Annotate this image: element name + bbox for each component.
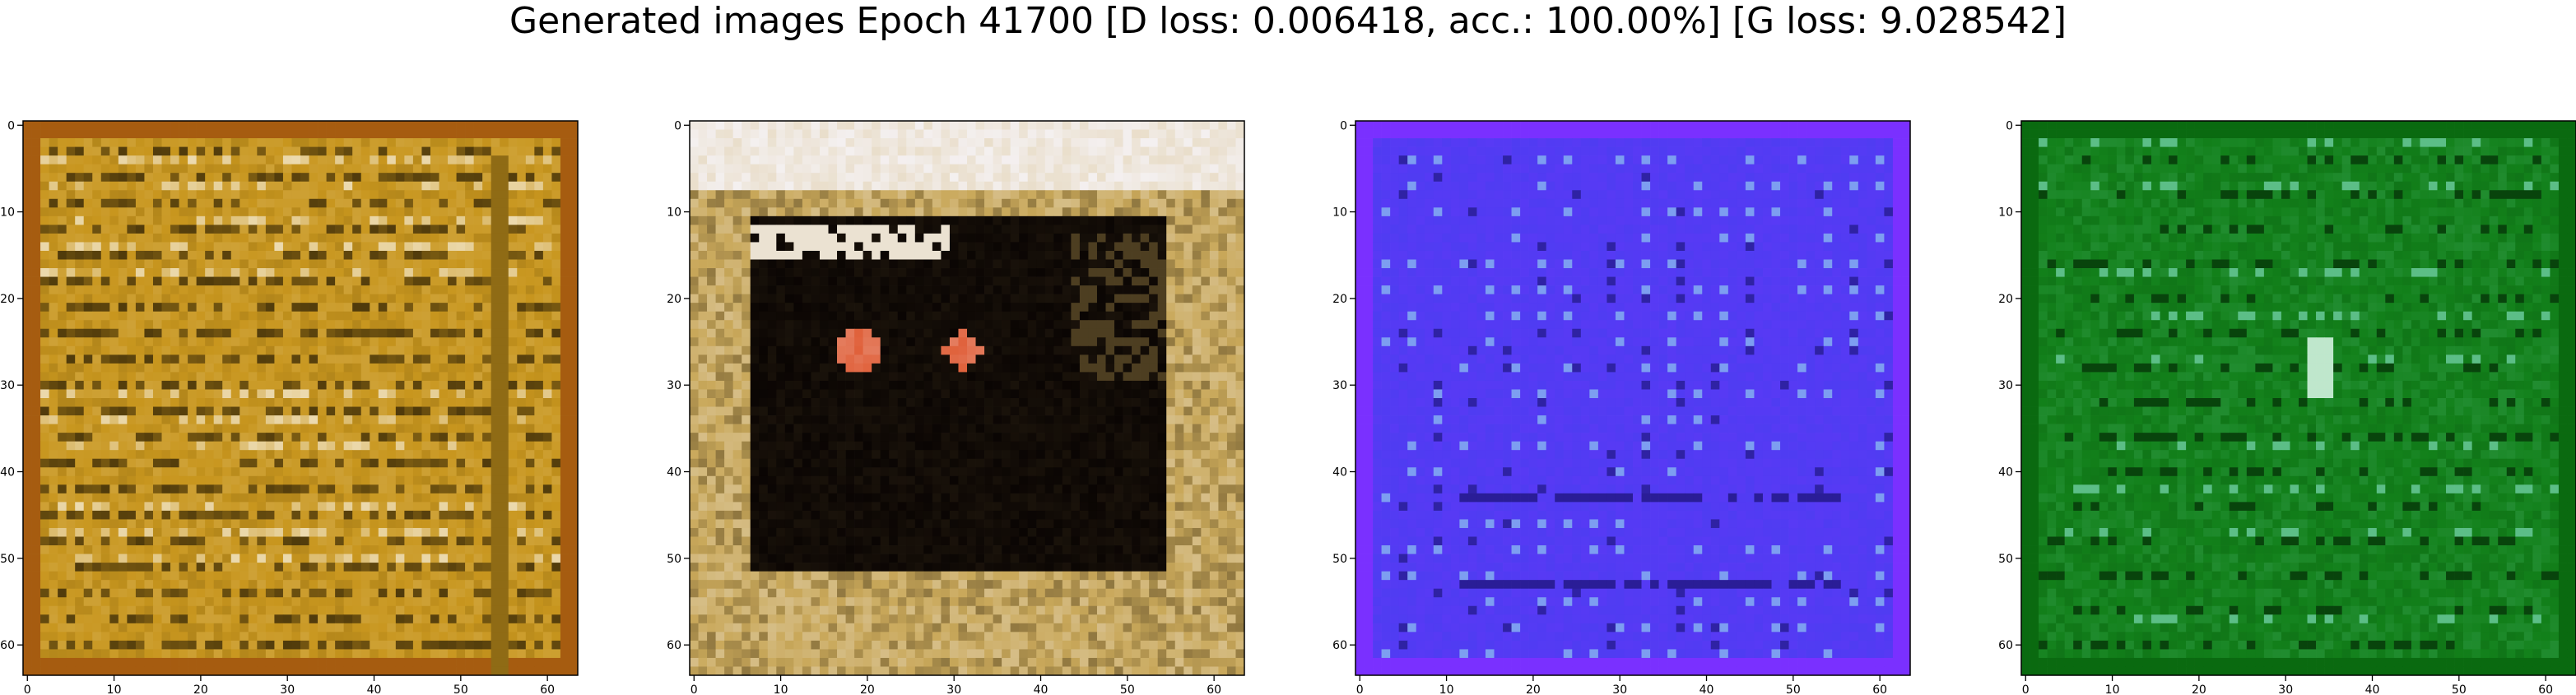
image-pixels bbox=[1355, 121, 1911, 676]
x-tick-label: 50 bbox=[1786, 683, 1801, 695]
image-pixels bbox=[2021, 121, 2576, 676]
x-tick-label: 40 bbox=[1700, 683, 1714, 695]
x-tick-label: 50 bbox=[2452, 683, 2467, 695]
y-tick-label: 10 bbox=[667, 206, 681, 220]
x-tick-label: 20 bbox=[193, 683, 208, 695]
y-tick-label: 50 bbox=[1332, 553, 1347, 566]
x-tick-label: 30 bbox=[2278, 683, 2293, 695]
x-tick-label: 40 bbox=[1034, 683, 1049, 695]
y-tick-label: 60 bbox=[0, 639, 15, 652]
x-tick-label: 10 bbox=[1439, 683, 1454, 695]
image-pixels bbox=[690, 121, 1245, 676]
x-tick-label: 60 bbox=[2538, 683, 2553, 695]
y-tick-label: 60 bbox=[1332, 639, 1347, 652]
x-tick-label: 30 bbox=[946, 683, 961, 695]
axes-frame bbox=[689, 120, 1245, 676]
y-tick-label: 40 bbox=[0, 466, 15, 480]
y-tick-label: 30 bbox=[667, 379, 681, 392]
y-tick-label: 30 bbox=[1332, 379, 1347, 392]
image-panel-1: 0 10 20 30 40 50 60 0 10 20 30 40 50 60 bbox=[0, 119, 579, 695]
y-tick-label: 40 bbox=[667, 466, 681, 480]
axes-frame bbox=[22, 120, 579, 676]
x-tick-label: 0 bbox=[1356, 683, 1364, 695]
image-panel-3: 0 10 20 30 40 50 60 0 10 20 30 40 50 60 bbox=[1332, 119, 1911, 695]
y-tick-label: 50 bbox=[1998, 553, 2013, 566]
x-tick-label: 20 bbox=[860, 683, 875, 695]
y-tick-label: 50 bbox=[667, 553, 681, 566]
axes-frame bbox=[1355, 120, 1911, 676]
image-pixels bbox=[23, 121, 579, 676]
y-tick-label: 10 bbox=[1998, 206, 2013, 220]
x-tick-label: 10 bbox=[774, 683, 788, 695]
image-panel-4: 0 10 20 30 40 50 60 0 10 20 30 40 50 60 bbox=[1998, 119, 2576, 695]
y-tick-label: 60 bbox=[1998, 639, 2013, 652]
x-tick-label: 0 bbox=[2022, 683, 2030, 695]
y-tick-label: 20 bbox=[0, 293, 15, 306]
y-tick-label: 0 bbox=[2006, 119, 2013, 132]
y-tick-label: 20 bbox=[667, 293, 681, 306]
x-tick-label: 50 bbox=[453, 683, 468, 695]
x-tick-label: 20 bbox=[1526, 683, 1541, 695]
y-tick-label: 10 bbox=[1332, 206, 1347, 220]
x-tick-label: 20 bbox=[2192, 683, 2206, 695]
y-tick-label: 60 bbox=[667, 639, 681, 652]
y-tick-label: 0 bbox=[674, 119, 681, 132]
x-tick-label: 40 bbox=[2365, 683, 2380, 695]
x-tick-label: 40 bbox=[367, 683, 382, 695]
y-tick-label: 0 bbox=[1340, 119, 1347, 132]
x-tick-label: 60 bbox=[540, 683, 555, 695]
y-tick-label: 50 bbox=[0, 553, 15, 566]
y-tick-label: 40 bbox=[1998, 466, 2013, 480]
y-tick-label: 20 bbox=[1998, 293, 2013, 306]
y-tick-label: 30 bbox=[0, 379, 15, 392]
y-tick-label: 10 bbox=[0, 206, 15, 220]
x-tick-label: 30 bbox=[1612, 683, 1627, 695]
x-tick-label: 0 bbox=[690, 683, 698, 695]
x-tick-label: 50 bbox=[1120, 683, 1135, 695]
x-tick-label: 60 bbox=[1872, 683, 1887, 695]
x-tick-label: 10 bbox=[2105, 683, 2120, 695]
y-tick-label: 20 bbox=[1332, 293, 1347, 306]
x-tick-label: 0 bbox=[24, 683, 31, 695]
x-tick-label: 60 bbox=[1207, 683, 1221, 695]
x-tick-label: 30 bbox=[280, 683, 295, 695]
axes-frame bbox=[2020, 120, 2576, 676]
y-tick-label: 0 bbox=[7, 119, 15, 132]
image-panel-2: 0 10 20 30 40 50 60 0 10 20 30 40 50 60 bbox=[667, 119, 1245, 695]
y-tick-label: 40 bbox=[1332, 466, 1347, 480]
y-tick-label: 30 bbox=[1998, 379, 2013, 392]
x-tick-label: 10 bbox=[107, 683, 122, 695]
figure-title: Generated images Epoch 41700 [D loss: 0.… bbox=[509, 0, 2067, 42]
